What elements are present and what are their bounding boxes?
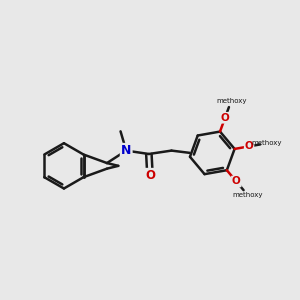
Text: O: O <box>245 141 254 152</box>
Text: N: N <box>121 144 131 157</box>
Text: O: O <box>221 113 230 123</box>
Text: methoxy: methoxy <box>252 140 282 146</box>
Text: O: O <box>232 176 241 187</box>
Text: methoxy: methoxy <box>216 98 247 104</box>
Text: methoxy: methoxy <box>233 192 263 198</box>
Text: O: O <box>145 169 155 182</box>
